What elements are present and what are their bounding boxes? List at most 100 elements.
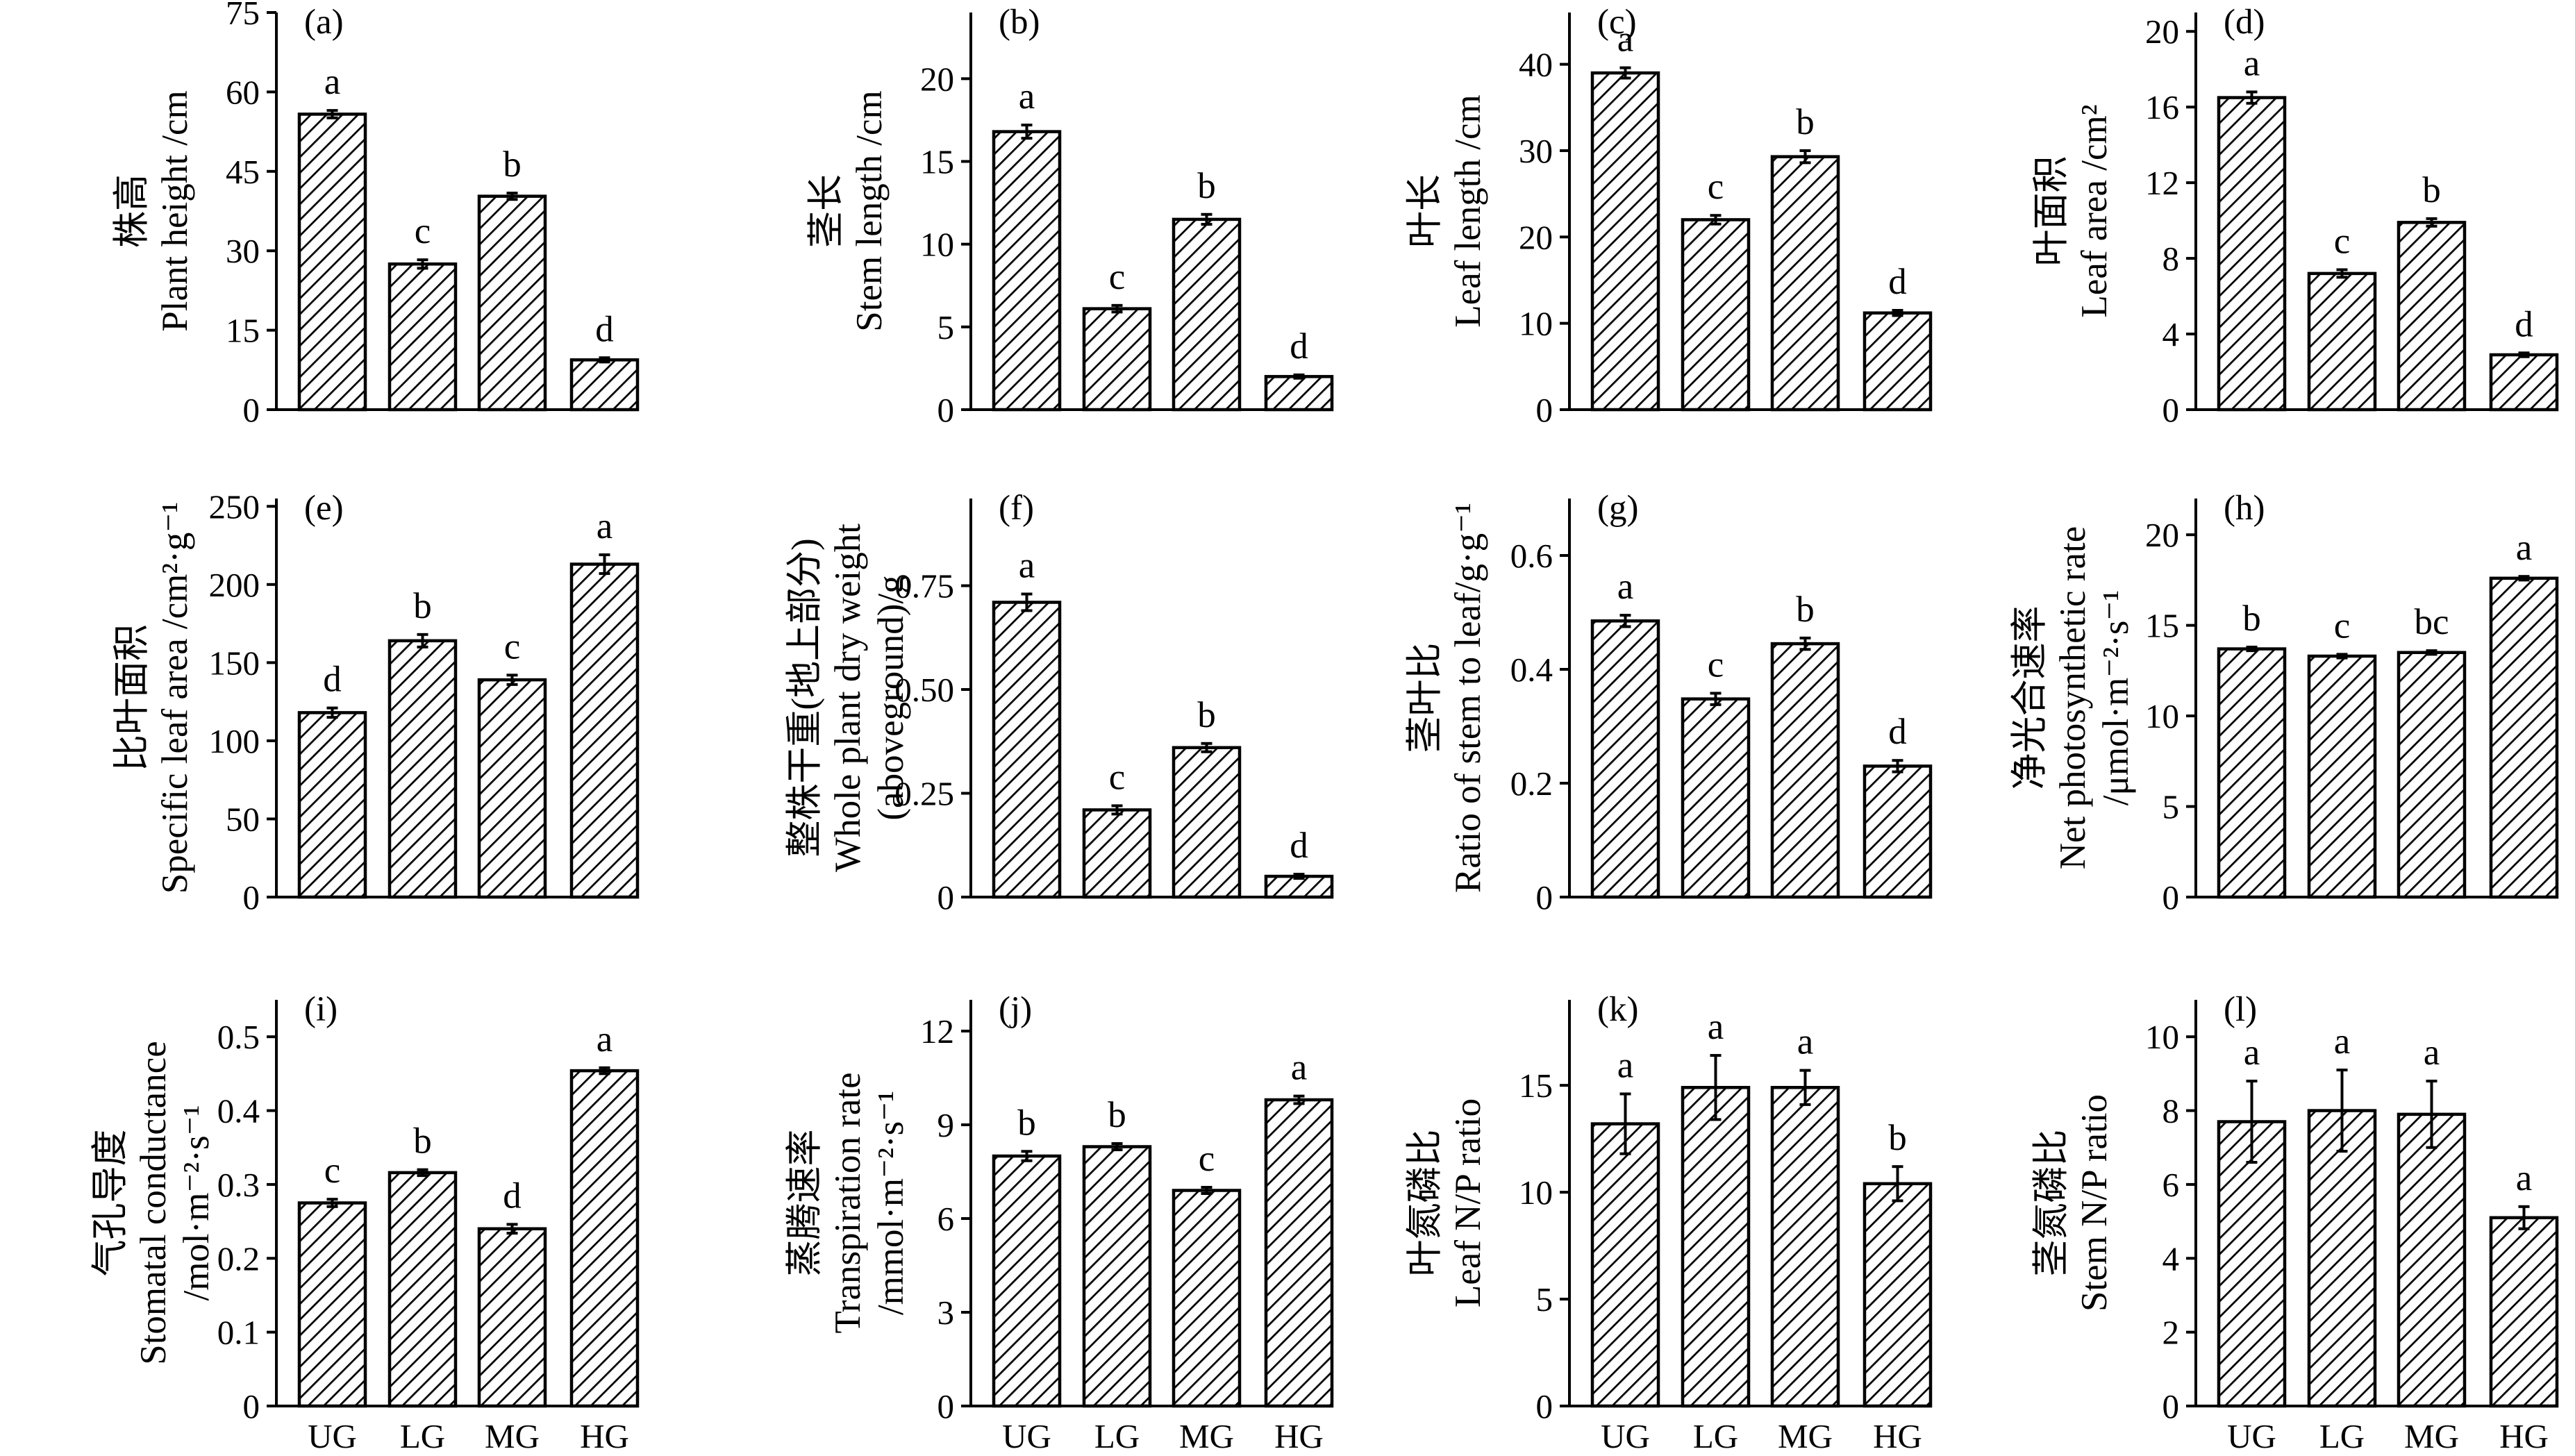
y-axis-label-line: 比叶面积: [112, 624, 152, 771]
y-tick-label: 45: [226, 153, 260, 191]
significance-letter: a: [2516, 528, 2533, 568]
y-tick-label: 150: [209, 644, 260, 682]
significance-letter: a: [2244, 43, 2260, 83]
chart-panel: 0 0.1 0.2 0.3 0.4 0.5 (i) c b d a UG LG MG HG 气孔导度Stoma…: [90, 990, 640, 1455]
bar: [2307, 654, 2377, 899]
y-tick-label: 0.4: [1510, 651, 1553, 689]
significance-letter: b: [413, 586, 432, 626]
y-tick-label: 10: [2145, 1018, 2179, 1056]
significance-letter: c: [1109, 257, 1126, 297]
bar: [2217, 96, 2287, 412]
y-axis-label-line: 叶长: [1405, 174, 1445, 248]
y-tick-label: 16: [2145, 88, 2179, 126]
y-tick-label: 8: [2162, 240, 2180, 278]
y-axis-label-line: 茎氮磷比: [2031, 1130, 2072, 1277]
y-tick-label: 0: [2162, 1387, 2180, 1425]
significance-letter: c: [1109, 757, 1126, 797]
y-axis-label: 茎长Stem length /cm: [806, 90, 890, 331]
y-axis-label: 净光合速率Net photosynthetic rate/μmol·m⁻²·s⁻…: [2010, 526, 2136, 870]
panel-label: (h): [2224, 489, 2265, 528]
y-axis-label-line: Ratio of stem to leaf/g·g⁻¹: [1448, 503, 1488, 893]
y-axis-label: 蒸腾速率Transpiration rate/mmol·m⁻²·s⁻¹: [785, 1072, 911, 1333]
y-tick-label: 0.75: [894, 567, 954, 605]
y-tick-label: 0.1: [217, 1314, 260, 1352]
bar: [1862, 311, 1933, 412]
bar: [477, 194, 547, 412]
panel-label: (b): [999, 3, 1040, 42]
bar: [1862, 764, 1933, 899]
y-axis-label-line: Stem length /cm: [849, 90, 890, 331]
y-tick-label: 50: [226, 800, 260, 838]
y-axis-label-line: 叶氮磷比: [1405, 1130, 1445, 1277]
y-axis-label-line: Stomatal conductance: [133, 1041, 174, 1365]
y-axis-label-line: 茎长: [806, 174, 847, 248]
y-axis-label-line: (aboveground)/g: [871, 575, 911, 820]
bar: [477, 1227, 547, 1408]
bar: [1862, 1182, 1933, 1408]
x-tick-label: HG: [1274, 1417, 1324, 1455]
bar: [1264, 375, 1334, 412]
y-axis-label-line: Leaf area /cm²: [2074, 104, 2115, 317]
significance-letter: c: [324, 1150, 341, 1191]
chart-panel: 0 5 10 15 20 (b) a c b d 茎长Stem length /cm: [806, 3, 1334, 429]
y-tick-label: 0: [938, 1387, 955, 1425]
significance-letter: a: [1617, 567, 1634, 607]
y-axis-label-line: /mmol·m⁻²·s⁻¹: [871, 1091, 911, 1315]
bar: [1172, 746, 1242, 899]
y-tick-label: 8: [2162, 1092, 2180, 1130]
y-tick-label: 5: [1536, 1280, 1553, 1319]
significance-letter: c: [1708, 644, 1724, 685]
y-tick-label: 0: [243, 391, 260, 429]
y-axis-label-line: Plant height /cm: [155, 90, 195, 331]
bar: [2217, 1120, 2287, 1408]
y-tick-label: 200: [209, 566, 260, 604]
y-axis-label-line: /mol·m⁻²·s⁻¹: [176, 1105, 217, 1300]
y-tick-label: 12: [920, 1012, 954, 1051]
bar: [1681, 218, 1751, 412]
y-tick-label: 12: [2145, 164, 2179, 202]
significance-letter: b: [2242, 599, 2261, 639]
y-axis-label-line: 气孔导度: [90, 1130, 131, 1277]
significance-letter: c: [2334, 605, 2351, 646]
panel-label: (l): [2224, 990, 2257, 1029]
bar: [1590, 1122, 1660, 1408]
y-tick-label: 0: [1536, 1387, 1553, 1425]
x-tick-label: HG: [1873, 1417, 1922, 1455]
bar: [297, 1201, 367, 1408]
chart-panel: 0 3 6 9 12 (j) b b c a UG LG MG HG 蒸腾速率Transpiration r…: [785, 990, 1334, 1455]
significance-letter: d: [503, 1175, 522, 1216]
significance-letter: a: [2516, 1158, 2533, 1198]
y-tick-label: 6: [938, 1200, 955, 1238]
significance-letter: a: [597, 506, 613, 546]
significance-letter: a: [1617, 1045, 1634, 1085]
y-tick-label: 4: [2162, 315, 2180, 353]
y-tick-label: 0: [938, 391, 955, 429]
y-tick-label: 0: [2162, 878, 2180, 917]
bar: [1770, 155, 1840, 412]
panel-label: (e): [304, 489, 344, 528]
y-axis-label-line: 净光合速率: [2010, 606, 2050, 790]
y-tick-label: 20: [920, 60, 954, 98]
y-tick-label: 20: [2145, 12, 2179, 51]
significance-letter: c: [415, 211, 431, 251]
y-tick-label: 100: [209, 722, 260, 760]
y-tick-label: 4: [2162, 1239, 2180, 1278]
bar: [1770, 1085, 1840, 1408]
significance-letter: a: [1019, 546, 1035, 586]
y-tick-label: 6: [2162, 1166, 2180, 1204]
chart-panel: 0 5 10 15 (k) a a a b UG LG MG HG 叶氮磷比Leaf N/P ratio: [1405, 990, 1933, 1455]
significance-letter: c: [2334, 221, 2351, 261]
bar: [569, 562, 640, 899]
bar: [1264, 1098, 1334, 1408]
significance-letter: a: [1291, 1048, 1308, 1088]
y-axis-label: 气孔导度Stomatal conductance/mol·m⁻²·s⁻¹: [90, 1041, 217, 1365]
y-axis-label: 整株干重(地上部分)Whole plant dry weight(abovegr…: [785, 524, 911, 872]
significance-letter: d: [323, 660, 342, 700]
y-tick-label: 75: [226, 0, 260, 32]
bar: [2489, 1216, 2559, 1408]
y-tick-label: 0: [1536, 878, 1553, 917]
significance-letter: d: [1888, 262, 1907, 302]
x-tick-label: UG: [1601, 1417, 1650, 1455]
bar: [1770, 642, 1840, 899]
y-tick-label: 0.3: [217, 1166, 260, 1204]
